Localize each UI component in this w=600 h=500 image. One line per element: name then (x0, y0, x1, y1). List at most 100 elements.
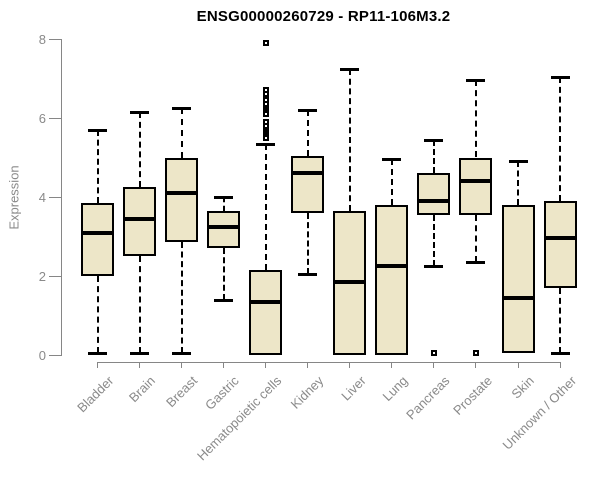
whisker-lower-pancreas (432, 214, 435, 267)
x-category-label-kidney: Kidney (287, 373, 327, 412)
y-axis-tick (49, 354, 62, 356)
whisker-upper-breast (180, 108, 183, 158)
whisker-cap-upper-lung (382, 158, 402, 162)
whisker-lower-unknown-other (559, 287, 562, 354)
box-breast (165, 157, 199, 243)
y-tick-label: 6 (38, 111, 46, 126)
median-pancreas (417, 198, 451, 203)
x-category-label-skin: Skin (508, 373, 537, 402)
box-gastric (207, 210, 241, 249)
whisker-upper-gastric (222, 197, 225, 211)
y-axis-tick (49, 275, 62, 277)
whisker-cap-upper-liver (340, 67, 360, 71)
x-axis-tick (265, 362, 267, 368)
whisker-upper-skin (517, 161, 519, 205)
median-gastric (207, 224, 241, 229)
box-lung (375, 204, 409, 355)
x-axis-tick (391, 362, 393, 368)
outlier-prostate (472, 350, 479, 357)
median-bladder (81, 230, 114, 235)
whisker-cap-upper-pancreas (424, 138, 444, 142)
whisker-lower-kidney (306, 212, 309, 275)
median-breast (165, 191, 199, 196)
whisker-upper-liver (348, 68, 351, 211)
whisker-lower-breast (180, 242, 183, 354)
whisker-cap-lower-gastric (214, 298, 234, 302)
box-pancreas (417, 173, 451, 215)
box-unknown-other (543, 200, 577, 288)
median-hematopoietic-cells (249, 299, 283, 304)
whisker-cap-upper-hematopoietic-cells (256, 142, 276, 146)
whisker-upper-unknown-other (559, 76, 562, 201)
whisker-cap-lower-unknown-other (550, 352, 570, 356)
box-prostate (459, 157, 493, 215)
whisker-cap-upper-prostate (466, 79, 486, 83)
whisker-upper-hematopoietic-cells (264, 143, 267, 271)
whisker-upper-pancreas (432, 139, 435, 174)
y-tick-label: 8 (38, 32, 46, 47)
outlier-hematopoietic-cells (262, 87, 269, 94)
box-bladder (81, 202, 114, 276)
y-axis-tick (49, 196, 62, 198)
whisker-cap-upper-unknown-other (550, 75, 570, 79)
whisker-cap-lower-bladder (88, 352, 107, 356)
chart-title: ENSG00000260729 - RP11-106M3.2 (196, 8, 451, 25)
x-category-label-pancreas: Pancreas (403, 373, 453, 423)
median-kidney (291, 171, 325, 176)
whisker-cap-lower-kidney (298, 273, 318, 277)
box-hematopoietic-cells (249, 270, 283, 355)
y-axis-line (61, 39, 62, 356)
whisker-cap-lower-breast (172, 352, 192, 356)
x-axis-tick (517, 362, 519, 368)
whisker-upper-prostate (474, 80, 477, 158)
x-category-label-unknown-other: Unknown / Other (499, 373, 579, 453)
y-axis-tick (49, 117, 62, 119)
box-skin (501, 204, 535, 354)
x-axis-tick (307, 362, 309, 368)
median-skin (501, 295, 535, 300)
y-tick-label: 4 (38, 190, 46, 205)
whisker-cap-upper-bladder (88, 128, 107, 132)
median-brain (123, 216, 157, 221)
whisker-cap-lower-prostate (466, 261, 486, 265)
x-axis-tick (97, 362, 98, 368)
x-category-label-prostate: Prostate (449, 373, 495, 418)
whisker-lower-prostate (474, 214, 477, 263)
outlier-pancreas (430, 350, 437, 357)
x-category-label-lung: Lung (379, 373, 411, 405)
x-axis-line (97, 362, 561, 363)
whisker-upper-lung (390, 159, 393, 205)
outlier-hematopoietic-cells (262, 118, 269, 125)
x-axis-tick (475, 362, 477, 368)
median-unknown-other (543, 236, 577, 241)
whisker-lower-bladder (96, 276, 99, 354)
median-liver (333, 279, 367, 284)
x-axis-tick (559, 362, 561, 368)
y-tick-label: 2 (38, 269, 46, 284)
x-axis-tick (433, 362, 435, 368)
whisker-upper-bladder (96, 129, 99, 203)
y-tick-label: 0 (38, 348, 46, 363)
whisker-cap-lower-pancreas (424, 265, 444, 269)
x-category-label-liver: Liver (337, 373, 369, 404)
whisker-upper-kidney (306, 110, 309, 156)
whisker-cap-lower-brain (130, 352, 150, 356)
x-category-label-brain: Brain (126, 373, 159, 406)
whisker-lower-brain (138, 256, 141, 354)
whisker-cap-upper-kidney (298, 109, 318, 113)
x-category-label-breast: Breast (163, 373, 201, 411)
box-brain (123, 187, 157, 257)
whisker-lower-gastric (222, 248, 225, 300)
x-axis-tick (349, 362, 351, 368)
x-category-label-gastric: Gastric (202, 373, 243, 413)
median-lung (375, 264, 409, 269)
y-axis-tick (49, 38, 62, 40)
x-axis-tick (181, 362, 183, 368)
x-category-label-bladder: Bladder (73, 373, 117, 416)
x-axis-tick (223, 362, 225, 368)
box-kidney (291, 155, 325, 213)
whisker-upper-brain (138, 112, 141, 188)
whisker-cap-upper-breast (172, 107, 192, 111)
